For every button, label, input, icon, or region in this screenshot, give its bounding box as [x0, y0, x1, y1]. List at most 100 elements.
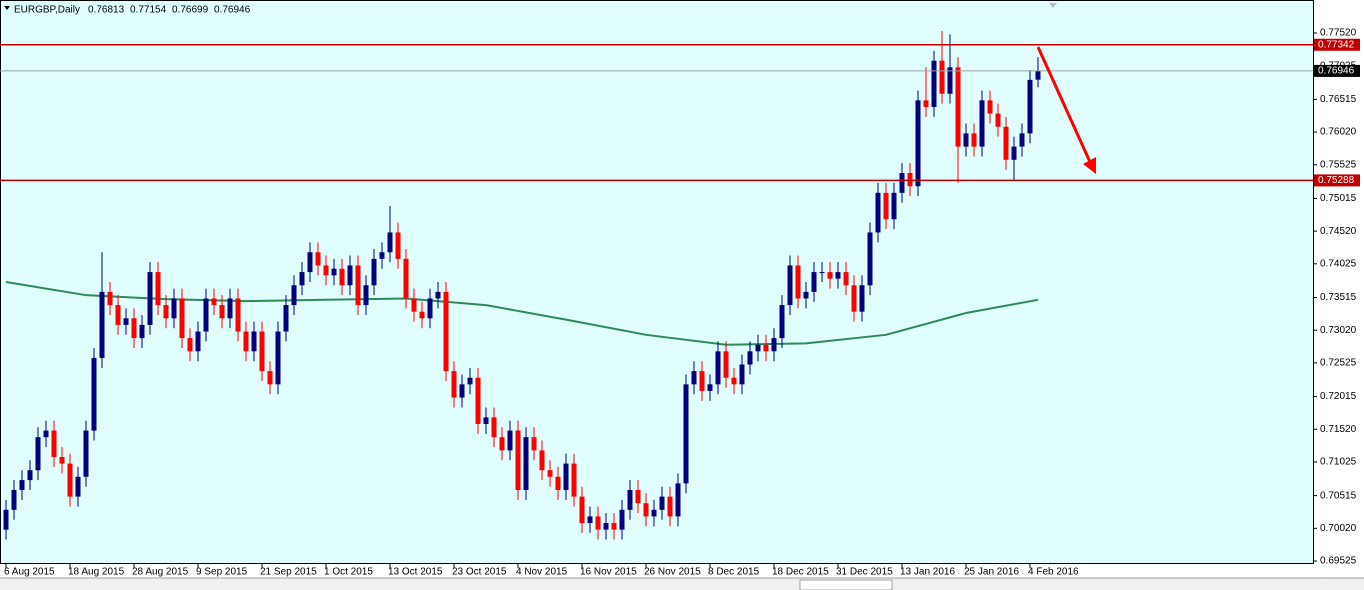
candle-body: [811, 272, 817, 292]
candle-body: [387, 232, 393, 253]
y-tick-label: 0.72525: [1320, 358, 1357, 369]
candle-body: [619, 509, 625, 530]
candle-body: [523, 437, 529, 491]
y-tick-label: 0.74520: [1320, 226, 1357, 237]
candle-body: [795, 265, 801, 299]
y-tick-label: 0.70515: [1320, 490, 1357, 501]
candle-body: [347, 265, 353, 286]
candle-body: [683, 384, 689, 484]
level-label: 0.75288: [1318, 175, 1355, 186]
candle-body: [691, 371, 697, 385]
candle-body: [579, 496, 585, 524]
x-tick-label: 6 Aug 2015: [4, 567, 55, 578]
candle-body: [51, 430, 57, 457]
candle-body: [939, 60, 945, 94]
y-tick-label: 0.76020: [1320, 127, 1357, 138]
candle-body: [211, 298, 217, 306]
level-label: 0.76946: [1318, 66, 1355, 77]
candle-body: [267, 371, 273, 385]
candle-body: [963, 133, 969, 147]
candle-body: [403, 258, 409, 299]
y-tick-label: 0.76515: [1320, 94, 1357, 105]
candle-body: [987, 100, 993, 114]
candle-body: [459, 384, 465, 398]
candle-body: [171, 298, 177, 319]
y-tick-label: 0.75525: [1320, 159, 1357, 170]
candle-body: [123, 318, 129, 325]
candle-body: [899, 173, 905, 193]
candle-body: [11, 490, 17, 510]
candle-body: [451, 371, 457, 398]
candle-body: [819, 272, 825, 274]
candle-body: [699, 371, 705, 391]
candle-body: [971, 133, 977, 147]
candle-body: [307, 252, 313, 273]
y-tick-label: 0.73020: [1320, 325, 1357, 336]
candle-body: [851, 285, 857, 312]
tab-bar: [0, 577, 1364, 590]
candle-body: [355, 265, 361, 306]
candle-body: [867, 232, 873, 286]
candle-body: [539, 450, 545, 471]
menu-arrow[interactable]: [4, 6, 10, 10]
annotation-arrowhead: [1083, 157, 1096, 174]
candle-body: [779, 305, 785, 339]
moving-average: [5, 280, 1039, 346]
level-label-box: [1314, 38, 1360, 51]
x-tick-label: 21 Sep 2015: [260, 567, 317, 578]
candle-body: [227, 298, 233, 319]
candle-body: [59, 456, 65, 464]
shift-marker: [1049, 3, 1057, 8]
candle-body: [235, 298, 241, 332]
candle-body: [483, 417, 489, 424]
y-tick-label: 0.71025: [1320, 457, 1357, 468]
candle-body: [739, 364, 745, 385]
y-tick-label: 0.71520: [1320, 424, 1357, 435]
candle-body: [1035, 70, 1041, 80]
x-tick-label: 1 Oct 2015: [324, 567, 373, 578]
candle-body: [1003, 126, 1009, 160]
candle-body: [1027, 79, 1033, 134]
candle-body: [395, 232, 401, 259]
candle-body: [595, 516, 601, 530]
x-tick-label: 8 Dec 2015: [708, 567, 760, 578]
candle-body: [763, 344, 769, 352]
candle-body: [771, 338, 777, 352]
candle-body: [955, 67, 961, 147]
candle-body: [315, 252, 321, 266]
candle-body: [843, 272, 849, 286]
candle-body: [643, 503, 649, 517]
candle-body: [1019, 133, 1025, 147]
candle-body: [107, 291, 113, 306]
candle-body: [331, 268, 337, 276]
candle-body: [155, 272, 161, 306]
candle-body: [195, 331, 201, 352]
candle-body: [443, 291, 449, 372]
candle-body: [43, 430, 49, 438]
candle-body: [875, 192, 881, 233]
x-tick-label: 31 Dec 2015: [836, 567, 893, 578]
x-tick-label: 26 Nov 2015: [644, 567, 701, 578]
candle-body: [835, 272, 841, 279]
candle-body: [3, 509, 9, 530]
candle-body: [931, 60, 937, 107]
header-low: 0.76699: [172, 5, 209, 16]
candle-body: [219, 305, 225, 319]
tab-strip: [0, 578, 1364, 590]
y-tick-label: 0.72015: [1320, 391, 1357, 402]
y-tick-label: 0.75015: [1320, 193, 1357, 204]
x-tick-label: 9 Sep 2015: [196, 567, 248, 578]
candle-body: [35, 437, 41, 471]
y-tick-label: 0.77520: [1320, 28, 1357, 39]
candle-body: [67, 463, 73, 497]
candle-body: [891, 192, 897, 220]
candle-body: [115, 305, 121, 325]
candle-body: [675, 483, 681, 517]
x-tick-label: 4 Feb 2016: [1028, 567, 1079, 578]
candle-body: [203, 298, 209, 332]
x-tick-label: 25 Jan 2016: [964, 567, 1019, 578]
level-label-box: [1314, 64, 1360, 77]
y-tick-label: 0.69525: [1320, 556, 1357, 567]
candle-body: [427, 298, 433, 319]
tab[interactable]: [799, 579, 893, 590]
